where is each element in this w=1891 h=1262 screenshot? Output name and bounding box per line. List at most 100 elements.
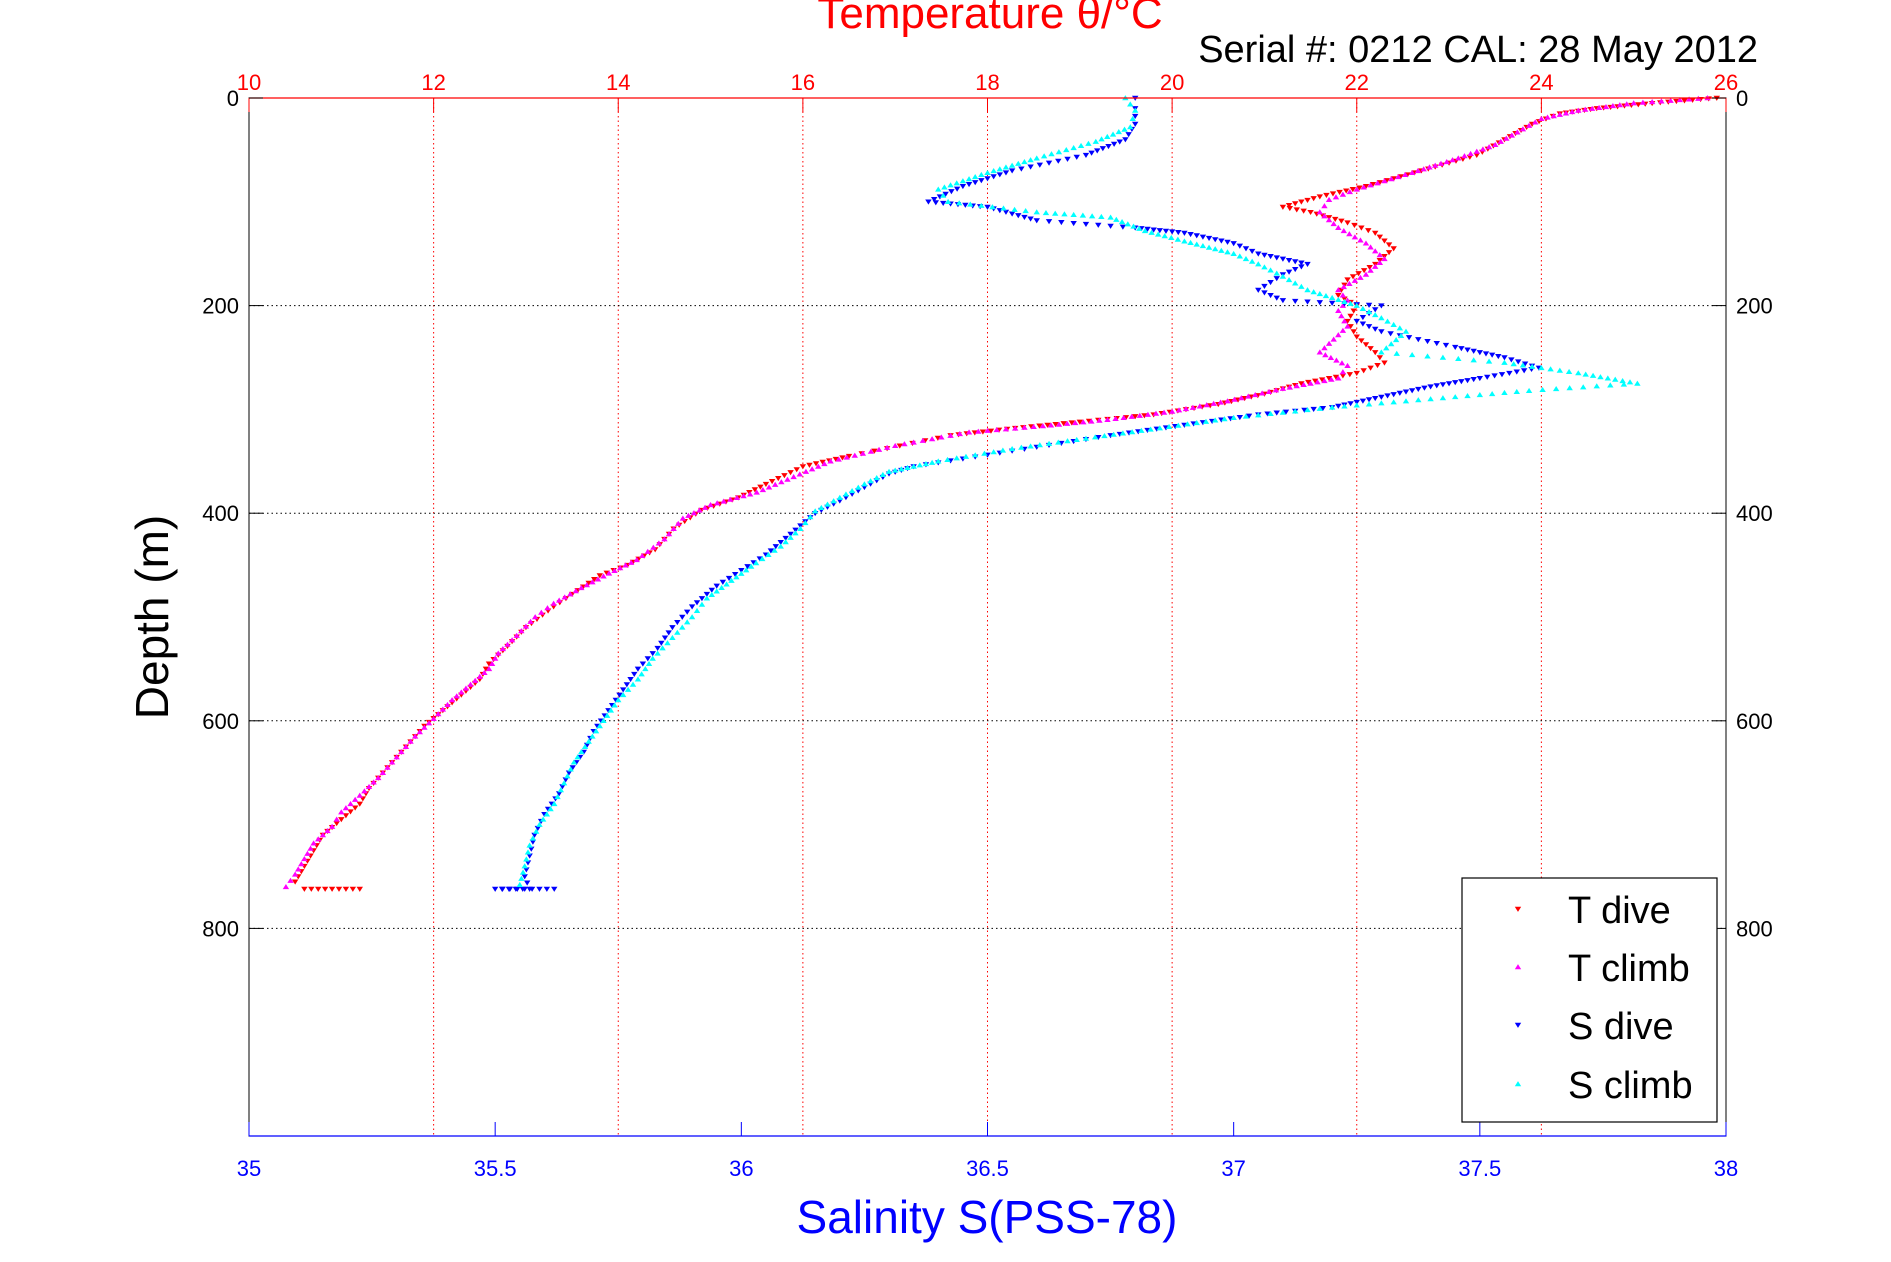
s-climb-sample: [619, 691, 627, 698]
s-dive-sample: [1292, 267, 1299, 273]
t-climb-sample: [439, 706, 447, 712]
s-climb-sample: [1098, 136, 1105, 142]
s-dive-sample: [1070, 220, 1077, 227]
t-climb-sample: [421, 724, 428, 730]
t-climb-sample: [984, 427, 991, 433]
t-dive-sample: [1298, 199, 1305, 205]
legend-label-t-climb: T climb: [1568, 948, 1690, 990]
t-dive-point: [1362, 183, 1370, 190]
s-climb-sample: [1242, 413, 1250, 419]
s-climb-sample: [1607, 382, 1614, 388]
t-climb-sample: [315, 836, 322, 842]
t-dive-sample: [1329, 191, 1337, 197]
s-dive-sample: [1036, 162, 1044, 168]
t-climb-sample: [333, 816, 340, 822]
s-dive-point: [551, 886, 558, 892]
s-climb-point: [1132, 107, 1139, 113]
t-dive-sample: [1367, 346, 1374, 352]
s-climb-point: [811, 508, 819, 514]
s-climb-sample: [1205, 244, 1213, 250]
s-climb-sample: [1612, 376, 1619, 382]
s-dive-sample: [1261, 290, 1268, 296]
s-climb-sample: [941, 184, 948, 190]
t-climb-sample: [1011, 425, 1019, 431]
t-climb-sample: [1388, 176, 1395, 182]
t-climb-sample: [1532, 119, 1539, 125]
t-climb-sample: [616, 565, 624, 571]
t-climb-sample: [993, 427, 1000, 433]
t-dive-sample: [934, 435, 942, 441]
s-dive-sample: [679, 614, 686, 620]
data-layer: [282, 95, 1720, 892]
t-dive-point: [1390, 246, 1397, 252]
t-climb-sample: [488, 660, 496, 666]
t-climb-point: [1492, 141, 1499, 147]
t-dive-sample: [1374, 363, 1381, 369]
t-climb-sample: [1339, 292, 1347, 298]
t-climb-sample: [1639, 99, 1647, 105]
s-climb-sample: [1488, 390, 1496, 397]
s-dive-sample: [1267, 254, 1274, 260]
t-climb-point: [1381, 256, 1388, 262]
temperature-tick-label: 24: [1529, 70, 1553, 95]
s-climb-sample: [1273, 270, 1280, 276]
t-climb-sample: [759, 486, 767, 493]
s-climb-sample: [1365, 308, 1373, 315]
s-dive-sample: [1470, 377, 1477, 383]
t-dive-sample: [1681, 98, 1688, 104]
s-climb-sample: [1128, 429, 1136, 435]
s-climb-sample: [518, 875, 525, 881]
t-climb-point: [661, 536, 668, 542]
s-dive-sample: [939, 200, 947, 206]
t-climb-sample: [1503, 135, 1510, 141]
temperature-tick-label: 22: [1345, 70, 1369, 95]
s-climb-sample: [1248, 258, 1256, 264]
t-dive-sample: [349, 886, 357, 892]
s-dive-sample: [1365, 397, 1373, 403]
temperature-tick-label: 26: [1714, 70, 1738, 95]
s-climb-sample: [873, 475, 880, 481]
s-climb-sample: [713, 588, 720, 594]
s-dive-sample: [1520, 368, 1528, 374]
t-climb-sample: [1071, 420, 1079, 426]
t-climb-sample: [1402, 171, 1409, 178]
t-dive-sample: [793, 467, 800, 473]
t-climb-sample: [947, 432, 954, 438]
s-dive-sample: [953, 186, 961, 192]
t-climb-sample: [867, 448, 875, 454]
s-climb-sample: [1513, 388, 1520, 394]
t-climb-sample: [365, 783, 373, 789]
t-climb-sample: [975, 428, 982, 434]
s-dive-sample: [1267, 292, 1274, 299]
s-climb-sample: [659, 645, 666, 651]
s-climb-sample: [1040, 153, 1048, 159]
t-climb-sample: [1338, 360, 1346, 366]
t-climb-sample: [1231, 396, 1238, 402]
s-dive-sample: [1452, 380, 1459, 386]
s-dive-point: [1378, 303, 1385, 309]
t-climb-sample: [1217, 399, 1224, 405]
t-climb-sample: [1461, 153, 1468, 159]
s-climb-sample: [747, 563, 755, 569]
s-dive-sample: [1387, 331, 1394, 337]
s-climb-sample: [1316, 405, 1324, 411]
t-dive-sample: [1286, 206, 1294, 212]
s-climb-sample: [981, 450, 988, 456]
s-climb-sample: [1224, 249, 1231, 255]
t-climb-point: [1353, 186, 1360, 192]
t-dive-sample: [1060, 421, 1067, 427]
s-climb-sample: [999, 447, 1007, 453]
t-dive-sample: [1350, 308, 1357, 314]
t-climb-sample: [1479, 146, 1487, 152]
t-dive-point: [1344, 220, 1351, 226]
t-dive-point: [1372, 230, 1379, 236]
s-dive-point: [1476, 376, 1484, 382]
t-dive-sample: [1381, 238, 1388, 244]
t-dive-point: [1344, 318, 1351, 325]
t-dive-point: [1344, 277, 1351, 283]
s-dive-sample: [1002, 170, 1010, 176]
s-dive-sample: [514, 886, 521, 892]
t-climb-sample: [1420, 166, 1427, 172]
s-climb-sample: [771, 547, 778, 553]
s-climb-sample: [1129, 115, 1136, 121]
